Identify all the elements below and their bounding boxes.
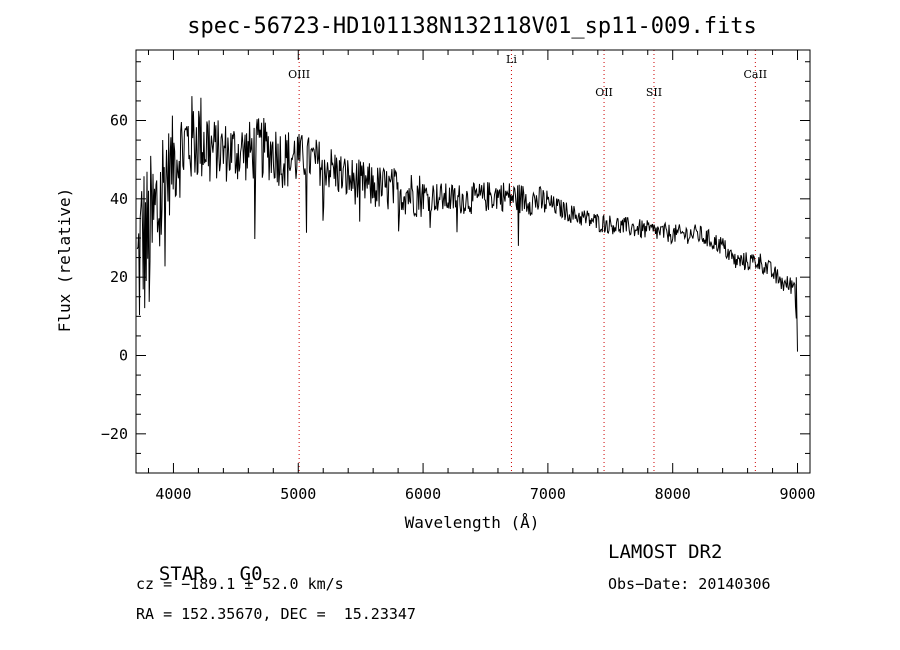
obs-date-readout: Obs−Date: 20140306 [608, 575, 771, 593]
x-tick-label: 7000 [530, 485, 566, 503]
plot-title: spec-56723-HD101138N132118V01_sp11-009.f… [187, 14, 757, 39]
x-tick-label: 4000 [155, 485, 191, 503]
x-tick-label: 9000 [779, 485, 815, 503]
spectrum-line [136, 96, 798, 352]
x-tick-label: 8000 [655, 485, 691, 503]
redshift-readout: cz = −189.1 ± 52.0 km/s [136, 575, 344, 593]
class-label: STAR [158, 563, 205, 585]
spectral-line-label: SII [646, 86, 662, 99]
y-tick-label: 40 [110, 190, 128, 208]
survey-label: LAMOST DR2 [608, 541, 723, 563]
spectral-line-label: OII [595, 86, 613, 99]
y-tick-label: 0 [119, 347, 128, 365]
y-tick-label: −20 [101, 425, 128, 443]
spectral-line-markers: OIII Li OII SII CaII [288, 50, 767, 473]
object-class: STAR G0 [136, 541, 263, 585]
x-tick-label: 5000 [280, 485, 316, 503]
x-tick-label: 6000 [405, 485, 441, 503]
y-tick-label: 60 [110, 112, 128, 130]
spectral-line-label: CaII [743, 68, 767, 81]
y-axis-label: Flux (relative) [55, 188, 74, 333]
coordinates-readout: RA = 152.35670, DEC = 15.23347 [136, 605, 416, 623]
spectral-line-label: Li [506, 53, 517, 66]
spectral-line-label: OIII [288, 68, 310, 81]
plot-axes: 4000 5000 6000 7000 8000 9000 −20 0 20 40 60 [101, 49, 816, 503]
subclass-label: G0 [239, 563, 263, 585]
x-axis-label: Wavelength (Å) [405, 513, 540, 532]
y-tick-label: 20 [110, 268, 128, 286]
spectrum-series [136, 96, 798, 352]
plot-frame [135, 49, 811, 474]
